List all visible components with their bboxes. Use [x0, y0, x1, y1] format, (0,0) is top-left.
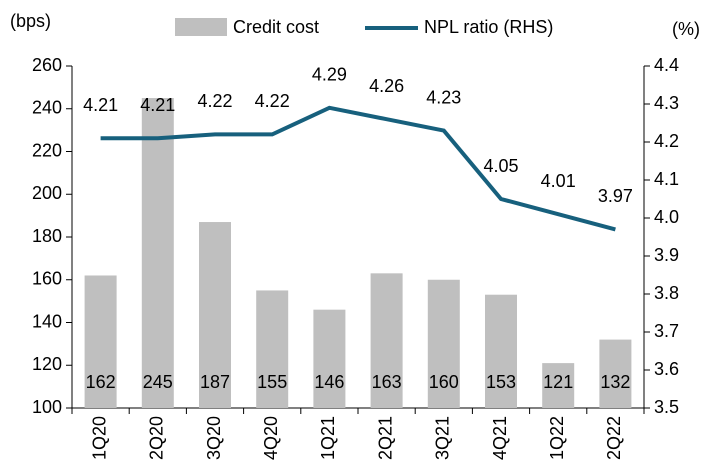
x-tick-label: 4Q20 — [261, 416, 281, 460]
bar-value-label: 146 — [314, 372, 344, 392]
bar-value-label: 245 — [143, 372, 173, 392]
bar-value-label: 187 — [200, 372, 230, 392]
bar-value-label: 121 — [543, 372, 573, 392]
bar — [542, 363, 575, 408]
y-tick-label: 100 — [32, 397, 62, 417]
y2-tick-label: 4.0 — [654, 207, 679, 227]
bar-value-label: 163 — [372, 372, 402, 392]
line-value-label: 4.21 — [83, 95, 118, 115]
y2-tick-label: 3.6 — [654, 359, 679, 379]
y-tick-label: 140 — [32, 311, 62, 331]
bar — [141, 98, 174, 408]
bar — [599, 339, 632, 408]
y-tick-label: 260 — [32, 55, 62, 75]
bar — [199, 222, 231, 408]
x-tick-label: 2Q21 — [375, 416, 395, 460]
bar-value-label: 160 — [429, 372, 459, 392]
y2-axis-unit: (%) — [672, 19, 700, 39]
y-tick-label: 180 — [32, 226, 62, 246]
bar — [485, 294, 517, 408]
y2-tick-label: 3.5 — [654, 397, 679, 417]
line-value-label: 4.01 — [541, 171, 576, 191]
x-tick-label: 2Q20 — [147, 416, 167, 460]
y-tick-label: 120 — [32, 354, 62, 374]
line-value-label: 4.22 — [197, 91, 232, 111]
y-tick-label: 240 — [32, 98, 62, 118]
y2-tick-label: 4.1 — [654, 169, 679, 189]
line-value-label: 4.29 — [312, 65, 347, 85]
legend-label: Credit cost — [233, 17, 319, 37]
x-tick-label: 1Q21 — [318, 416, 338, 460]
bar-value-label: 162 — [86, 372, 116, 392]
line-value-label: 4.23 — [426, 87, 461, 107]
y2-tick-label: 4.4 — [654, 55, 679, 75]
y-axis-unit: (bps) — [10, 11, 51, 31]
x-tick-label: 1Q20 — [89, 416, 109, 460]
line-value-label: 3.97 — [598, 186, 633, 206]
bar — [313, 309, 346, 408]
line-value-label: 4.22 — [255, 91, 290, 111]
bar — [256, 290, 289, 408]
line-value-label: 4.26 — [369, 76, 404, 96]
y-tick-label: 160 — [32, 269, 62, 289]
bar — [370, 273, 403, 408]
bar-value-label: 132 — [600, 372, 630, 392]
x-tick-label: 3Q20 — [204, 416, 224, 460]
legend-label: NPL ratio (RHS) — [424, 17, 553, 37]
x-tick-label: 4Q21 — [490, 416, 510, 460]
y-tick-label: 200 — [32, 183, 62, 203]
bar — [427, 279, 460, 408]
x-tick-label: 2Q22 — [604, 416, 624, 460]
x-tick-label: 3Q21 — [433, 416, 453, 460]
y2-tick-label: 4.3 — [654, 93, 679, 113]
y2-tick-label: 3.8 — [654, 283, 679, 303]
y-tick-label: 220 — [32, 140, 62, 160]
x-tick-label: 1Q22 — [547, 416, 567, 460]
bar-value-label: 155 — [257, 372, 287, 392]
bar-value-label: 153 — [486, 372, 516, 392]
y2-tick-label: 3.9 — [654, 245, 679, 265]
y2-tick-label: 4.2 — [654, 131, 679, 151]
legend-swatch — [175, 18, 227, 36]
line-value-label: 4.21 — [140, 95, 175, 115]
line-value-label: 4.05 — [483, 156, 518, 176]
line — [100, 105, 616, 232]
y2-tick-label: 3.7 — [654, 321, 679, 341]
bar — [84, 275, 117, 408]
